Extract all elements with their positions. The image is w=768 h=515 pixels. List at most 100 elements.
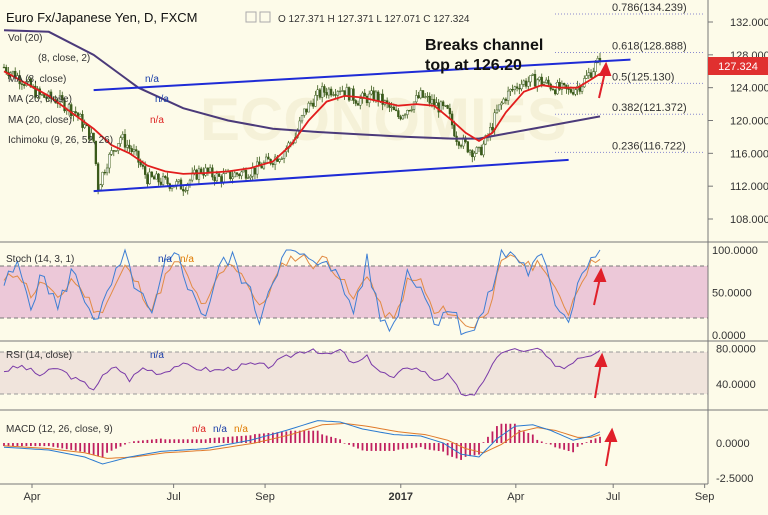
legend-stoch-d: n/a bbox=[180, 254, 194, 265]
candle-body bbox=[182, 189, 185, 192]
candle-body bbox=[518, 88, 521, 90]
candle-body bbox=[482, 143, 485, 156]
macd-histogram-bar bbox=[271, 432, 274, 443]
candle-body bbox=[144, 166, 147, 175]
candle-body bbox=[567, 88, 570, 90]
macd-histogram-bar bbox=[119, 443, 122, 447]
arrow-macd-head bbox=[604, 427, 618, 442]
candle-body bbox=[323, 86, 326, 93]
macd-histogram-bar bbox=[415, 443, 418, 448]
candle-body bbox=[316, 89, 319, 96]
candle-body bbox=[341, 90, 344, 92]
macd-histogram-bar bbox=[357, 443, 359, 449]
candle-body bbox=[392, 106, 396, 111]
macd-histogram-bar bbox=[222, 437, 225, 443]
candle-body bbox=[105, 167, 109, 174]
macd-histogram-bar bbox=[227, 436, 229, 443]
macd-histogram-bar bbox=[504, 423, 507, 443]
macd-histogram-bar bbox=[204, 439, 207, 443]
stoch-tick-label: 0.0000 bbox=[712, 330, 746, 342]
candle-body bbox=[278, 159, 281, 162]
macd-histogram-bar bbox=[182, 439, 185, 443]
candle-body bbox=[412, 101, 416, 110]
macd-histogram-bar bbox=[29, 443, 32, 447]
macd-histogram-bar bbox=[231, 436, 234, 443]
macd-histogram-bar bbox=[43, 443, 46, 447]
legend-ma20-value: n/a bbox=[150, 115, 164, 126]
candle-body bbox=[571, 92, 575, 95]
macd-histogram-bar bbox=[209, 438, 212, 443]
candle-body bbox=[594, 62, 597, 73]
macd-histogram-bar bbox=[258, 433, 261, 443]
macd-histogram-bar bbox=[61, 443, 64, 449]
macd-histogram-bar bbox=[576, 443, 579, 447]
macd-histogram-bar bbox=[594, 438, 597, 443]
ma-slow-line bbox=[3, 29, 601, 140]
candle-body bbox=[433, 99, 436, 106]
price-tick-label: 116.000 bbox=[730, 148, 768, 160]
candle-body bbox=[280, 158, 283, 160]
macd-histogram-bar bbox=[316, 430, 319, 443]
eye-icon[interactable] bbox=[245, 11, 257, 23]
price-pane bbox=[0, 0, 708, 242]
macd-histogram-bar bbox=[289, 430, 292, 443]
candle-body bbox=[90, 132, 93, 140]
candle-body bbox=[542, 82, 546, 85]
candle-body bbox=[312, 102, 315, 107]
macd-histogram-bar bbox=[133, 441, 135, 443]
price-tick-label: 108.000 bbox=[730, 214, 768, 226]
candle-body bbox=[531, 74, 534, 76]
candle-body bbox=[354, 100, 357, 104]
candle-body bbox=[101, 171, 104, 186]
macd-histogram-bar bbox=[509, 423, 512, 443]
macd-histogram-bar bbox=[177, 439, 180, 443]
macd-histogram-bar bbox=[330, 436, 333, 443]
candle-body bbox=[585, 75, 588, 79]
candle-body bbox=[327, 88, 331, 96]
candle-body bbox=[58, 95, 62, 104]
macd-histogram-bar bbox=[47, 443, 50, 447]
candle-body bbox=[554, 89, 557, 95]
macd-histogram-bar bbox=[424, 443, 427, 450]
macd-histogram-bar bbox=[563, 443, 566, 450]
candle-body bbox=[238, 174, 241, 177]
candle-body bbox=[321, 86, 324, 98]
candle-body bbox=[504, 98, 508, 101]
macd-histogram-bar bbox=[164, 439, 167, 443]
settings-icon[interactable] bbox=[259, 11, 271, 23]
candle-body bbox=[426, 95, 429, 98]
candle-body bbox=[161, 175, 165, 185]
candle-body bbox=[522, 80, 525, 85]
macd-line bbox=[3, 420, 601, 465]
macd-histogram-bar bbox=[446, 443, 449, 456]
macd-histogram-bar bbox=[536, 439, 539, 443]
macd-histogram-bar bbox=[124, 443, 126, 445]
candle-body bbox=[119, 137, 122, 144]
candle-body bbox=[188, 179, 192, 185]
macd-histogram-bar bbox=[518, 429, 521, 443]
macd-histogram-bar bbox=[38, 443, 41, 447]
candle-body bbox=[235, 172, 239, 175]
candle-body bbox=[347, 87, 351, 101]
candle-body bbox=[437, 102, 440, 113]
candle-body bbox=[598, 58, 602, 61]
rsi-tick-label: 40.0000 bbox=[716, 379, 756, 391]
candle-body bbox=[379, 93, 382, 102]
macd-histogram-bar bbox=[491, 431, 494, 443]
macd-histogram-bar bbox=[7, 443, 10, 447]
candle-body bbox=[399, 116, 402, 120]
macd-histogram-bar bbox=[482, 442, 485, 443]
macd-histogram-bar bbox=[25, 443, 28, 447]
candle-body bbox=[96, 163, 100, 190]
macd-histogram-bar bbox=[388, 443, 391, 451]
candle-body bbox=[397, 110, 400, 118]
candle-body bbox=[569, 89, 573, 93]
legend-ma20-close: MA (20, close) bbox=[8, 94, 72, 105]
candle-body bbox=[126, 144, 129, 148]
macd-histogram-bar bbox=[379, 443, 382, 451]
candle-body bbox=[538, 76, 541, 81]
candle-body bbox=[484, 135, 487, 145]
price-tick-label: 120.000 bbox=[730, 116, 768, 128]
legend-ma20: MA (20, close) bbox=[8, 115, 72, 126]
candle-body bbox=[177, 179, 180, 182]
